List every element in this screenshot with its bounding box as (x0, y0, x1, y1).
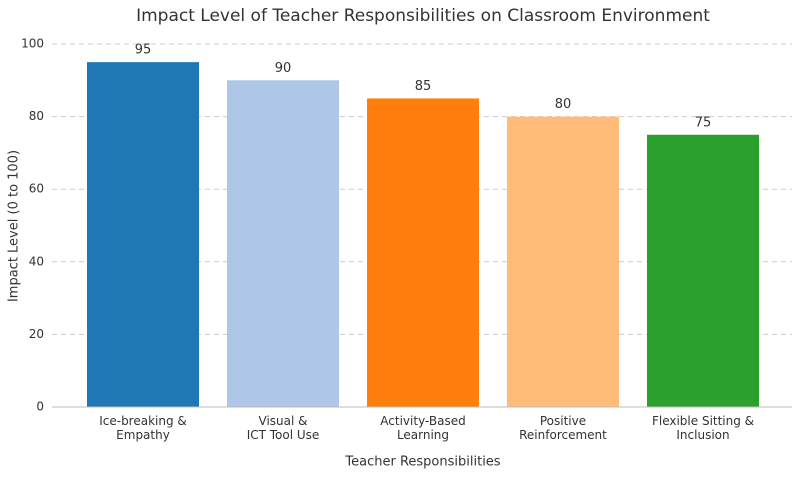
y-tick-label: 100 (21, 37, 44, 51)
value-label: 95 (135, 43, 152, 58)
y-tick-label: 60 (29, 182, 44, 196)
bar (647, 134, 759, 407)
x-tick-label: Activity-Based Learning (380, 414, 465, 442)
y-tick-label: 80 (29, 109, 44, 123)
bar (227, 80, 339, 408)
y-axis-label: Impact Level (0 to 100) (7, 150, 22, 302)
x-tick-label: Flexible Sitting & Inclusion (652, 414, 754, 442)
y-tick-label: 20 (29, 327, 44, 341)
bar (367, 98, 479, 407)
value-label: 85 (415, 79, 432, 94)
value-label: 90 (275, 61, 292, 76)
x-tick-label: Positive Reinforcement (519, 414, 607, 442)
bar (507, 116, 619, 407)
y-tick-label: 40 (29, 254, 44, 268)
chart-title: Impact Level of Teacher Responsibilities… (136, 6, 710, 26)
value-label: 80 (555, 97, 572, 112)
value-label: 75 (695, 115, 712, 130)
y-tick-label: 0 (36, 400, 44, 414)
x-tick-label: Visual & ICT Tool Use (247, 414, 320, 442)
x-tick-label: Ice-breaking & Empathy (99, 414, 187, 442)
bar (87, 62, 199, 408)
x-axis-label: Teacher Responsibilities (344, 455, 500, 470)
